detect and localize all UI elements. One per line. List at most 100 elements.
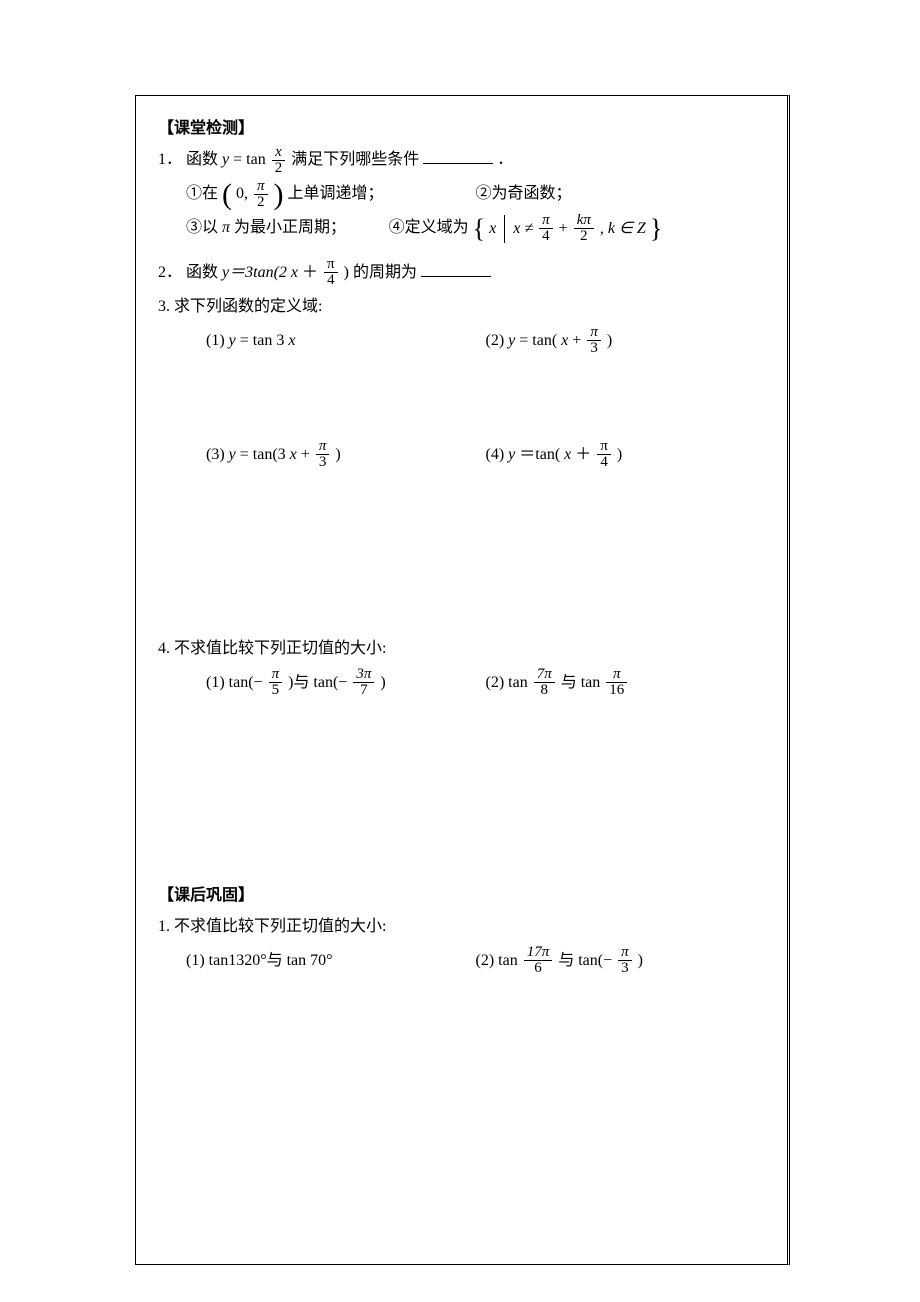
q1-opt4-f1n: π bbox=[539, 213, 553, 229]
open-paren-icon: ( bbox=[222, 181, 232, 208]
q1-opt3-pre: ③以 bbox=[186, 219, 222, 236]
q1-label: 1． bbox=[158, 151, 182, 168]
s2-q1-p2-f2: π 3 bbox=[616, 945, 634, 976]
q4-row: (1) tan(− π 5 )与 tan(− 3π 7 ) (2) tan 7π bbox=[158, 667, 765, 699]
q2-close: ) bbox=[344, 264, 349, 281]
q4-p1-f1: π 5 bbox=[267, 667, 285, 698]
s2-q1-p2-f1d: 6 bbox=[524, 961, 553, 976]
close-brace-icon: } bbox=[650, 216, 662, 242]
q1-y: y bbox=[222, 151, 229, 168]
q3-p2: (2) y = tan( x + π 3 ) bbox=[486, 325, 766, 357]
q3-p2-d: + bbox=[572, 332, 585, 349]
q1-frac: x 2 bbox=[270, 145, 288, 176]
s2-q1-p1-label: (1) bbox=[186, 952, 209, 969]
q2-blank bbox=[421, 260, 491, 277]
q4-p2-label: (2) bbox=[486, 674, 509, 691]
q4-p1-f1n: π bbox=[269, 667, 283, 683]
q1-eqrhs: = tan bbox=[233, 151, 266, 168]
q1-opt4-f1: π 4 bbox=[537, 213, 555, 244]
q2-num: π bbox=[324, 257, 338, 273]
q4-p1-f2d: 7 bbox=[353, 683, 374, 698]
q3-p4-frac: π 4 bbox=[595, 439, 613, 470]
q3-p2-y: y bbox=[508, 332, 515, 349]
q3-p3-d: + bbox=[301, 446, 314, 463]
q3-p1-label: (1) bbox=[206, 332, 225, 349]
q1-opts-row1: ①在 ( 0, π 2 ) 上单调递增； ②为奇函数； bbox=[158, 178, 765, 210]
q3-stem: 3. 求下列函数的定义域: bbox=[158, 291, 765, 323]
spacer bbox=[158, 247, 765, 257]
q1-opt1-pre: ①在 bbox=[186, 185, 218, 202]
q3-p3-close: ) bbox=[335, 446, 340, 463]
q3-prompt: 求下列函数的定义域: bbox=[174, 298, 322, 315]
open-brace-icon: { bbox=[473, 216, 485, 242]
q3-p4-close: ) bbox=[617, 446, 622, 463]
s2-q1-p2: (2) tan 17π 6 与 tan(− π 3 ) bbox=[476, 945, 766, 977]
q4-p1-close: ) bbox=[380, 674, 385, 691]
q3-row1: (1) y = tan 3 x (2) y = tan( x + π 3 ) bbox=[158, 325, 765, 357]
q3-label: 3. bbox=[158, 298, 170, 315]
q1-opt4-f2: kπ 2 bbox=[572, 213, 596, 244]
q1-opt4-body: x x ≠ π 4 + kπ 2 , k ∈ Z bbox=[489, 213, 646, 245]
s2-q1-p2-mid: 与 tan(− bbox=[558, 952, 612, 969]
q3-p3-y: y bbox=[229, 446, 236, 463]
q2-plus: ＋ bbox=[302, 264, 318, 281]
q4-label: 4. bbox=[158, 640, 170, 657]
q1-opt1-post: 上单调递增； bbox=[288, 185, 384, 202]
q2-den: 4 bbox=[324, 273, 338, 288]
q3-p2-x: x bbox=[561, 332, 568, 349]
q4-p1-f1d: 5 bbox=[269, 683, 283, 698]
q4-p1: (1) tan(− π 5 )与 tan(− 3π 7 ) bbox=[206, 667, 486, 699]
q4-p2-f2n: π bbox=[606, 667, 627, 683]
q1-blank bbox=[423, 147, 493, 164]
q2-prefix: 函数 bbox=[186, 264, 222, 281]
close-paren-icon: ) bbox=[274, 181, 284, 208]
q1-opt1-den: 2 bbox=[254, 195, 268, 210]
q1-frac-num: x bbox=[272, 145, 286, 161]
s2-q1-p2-a: tan bbox=[498, 952, 518, 969]
spacer bbox=[158, 359, 765, 439]
s2-q1-prompt: 不求值比较下列正切值的大小: bbox=[174, 918, 386, 935]
q1-opt1-interval: 0, π 2 bbox=[236, 178, 270, 210]
q3-p4-y: y bbox=[508, 446, 515, 463]
q1-opt1: ①在 ( 0, π 2 ) 上单调递增； bbox=[186, 178, 476, 210]
q4-p2-f1n: 7π bbox=[534, 667, 555, 683]
q4-p2: (2) tan 7π 8 与 tan π 16 bbox=[486, 667, 766, 699]
s2-q1-p2-f2n: π bbox=[618, 945, 632, 961]
q3-p2-frac: π 3 bbox=[585, 325, 603, 356]
q4-p1-mid: )与 tan(− bbox=[288, 674, 347, 691]
s2-q1-label: 1. bbox=[158, 918, 170, 935]
q3-p2-label: (2) bbox=[486, 332, 505, 349]
q4-p2-f1d: 8 bbox=[534, 683, 555, 698]
q2-stem: 2． 函数 y＝3tan(2 x ＋ π 4 ) 的周期为 bbox=[158, 257, 765, 289]
q4-p2-mid: 与 tan bbox=[561, 674, 601, 691]
q1-opt3: ③以 π 为最小正周期； bbox=[186, 212, 389, 244]
q4-p2-a: tan bbox=[508, 674, 528, 691]
q4-p2-f2: π 16 bbox=[604, 667, 629, 698]
q1-opt4-f2n: kπ bbox=[574, 213, 594, 229]
q2-eqpre: y＝3tan(2 bbox=[222, 264, 287, 281]
spacer bbox=[158, 701, 765, 881]
q1-stem: 1． 函数 y = tan x 2 满足下列哪些条件 ． bbox=[158, 144, 765, 176]
q2-x: x bbox=[291, 264, 298, 281]
set-bar-icon bbox=[504, 215, 505, 243]
q3-p3-den: 3 bbox=[316, 455, 330, 470]
s2-q1-row: (1) tan1320°与 tan 70° (2) tan 17π 6 与 ta… bbox=[158, 945, 765, 977]
q2-suffix: 的周期为 bbox=[353, 264, 417, 281]
q3-p1-y: y bbox=[229, 332, 236, 349]
q1-opt1-frac: π 2 bbox=[252, 179, 270, 210]
spacer bbox=[158, 473, 765, 633]
q3-p2-close: ) bbox=[607, 332, 612, 349]
q3-p2-b: = tan( bbox=[519, 332, 557, 349]
q1-prefix: 函数 bbox=[186, 151, 222, 168]
q4-p1-label: (1) bbox=[206, 674, 229, 691]
s2-q1-p2-f2d: 3 bbox=[618, 961, 632, 976]
q3-p4-label: (4) bbox=[486, 446, 509, 463]
q1-opt1-num: π bbox=[254, 179, 268, 195]
q1-opt2: ②为奇函数； bbox=[476, 178, 766, 210]
content-frame: 【课堂检测】 1． 函数 y = tan x 2 满足下列哪些条件 ． ①在 (… bbox=[135, 95, 790, 1265]
q3-p3-num: π bbox=[316, 439, 330, 455]
q3-p3-b: = tan(3 bbox=[240, 446, 286, 463]
q1-opt3-pi: π bbox=[222, 219, 230, 236]
section2-title: 【课后巩固】 bbox=[158, 881, 765, 905]
q3-p3-label: (3) bbox=[206, 446, 225, 463]
